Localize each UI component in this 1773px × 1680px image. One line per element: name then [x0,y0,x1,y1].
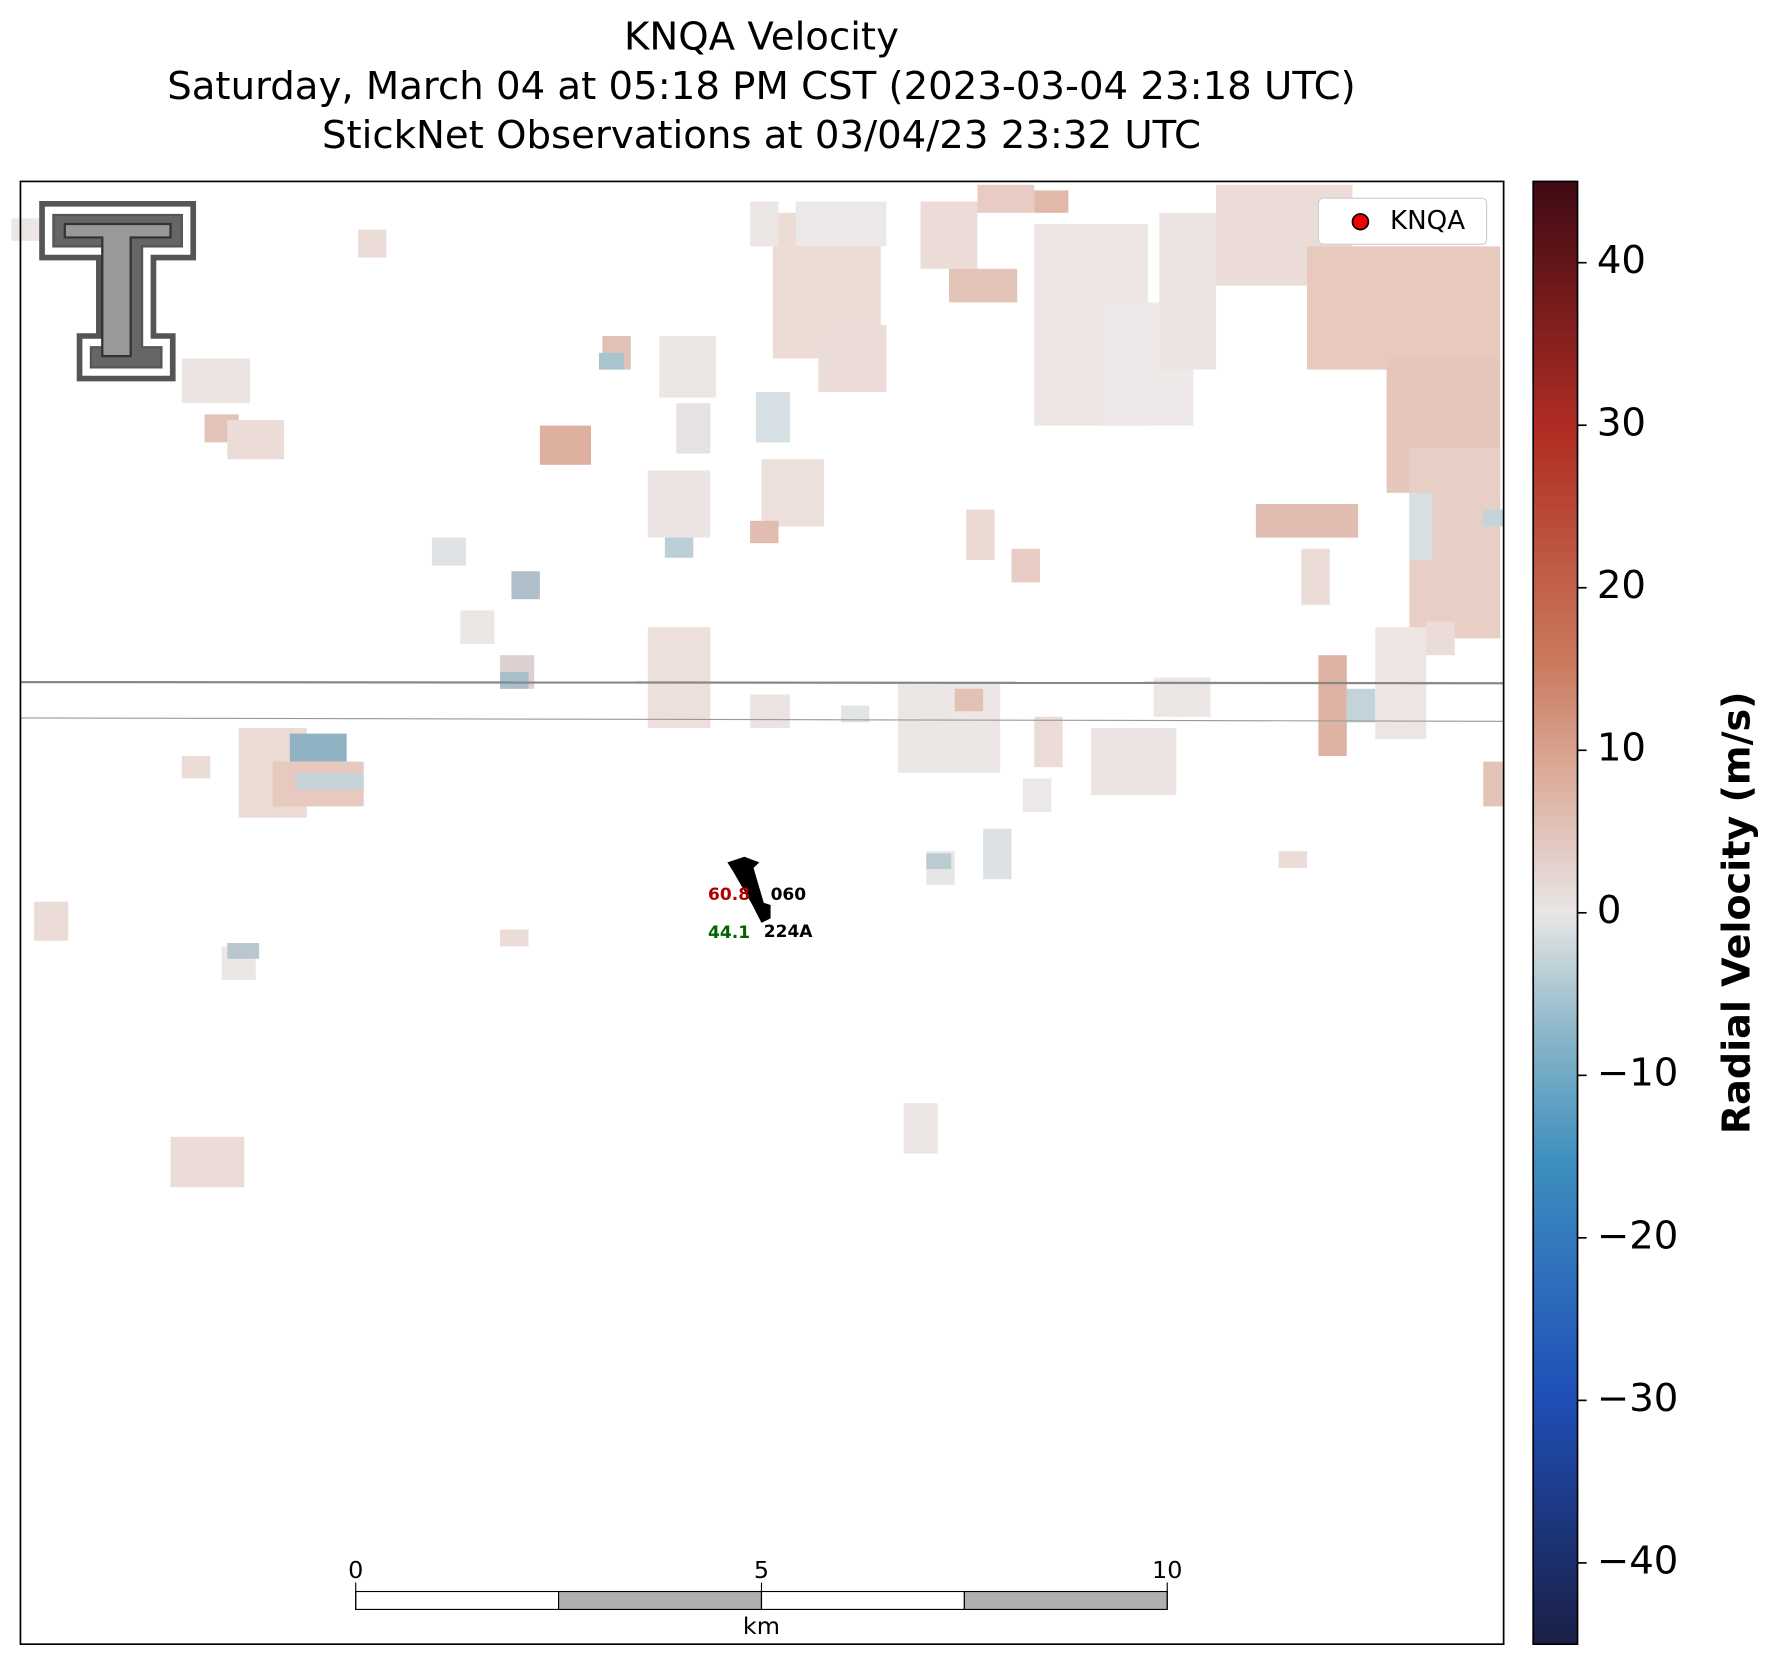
radar-pixel [500,672,529,689]
temperature: 60.8 [708,884,750,904]
radar-pixel [966,509,995,560]
colorbar-tick-label: 10 [1597,726,1646,771]
radar-pixel [1307,246,1501,370]
radar-pixel [977,184,1035,213]
colorbar-tick-label: −20 [1597,1214,1679,1259]
station-id: 224A [764,921,813,941]
radar-pixel [1278,851,1308,868]
map-frame [19,180,1505,1645]
radar-pixel [1153,677,1211,717]
radar-pixel [11,218,40,241]
radar-pixel [750,694,790,728]
legend-label: KNQA [1390,206,1465,236]
colorbar-tick-label: 20 [1597,563,1646,608]
radar-pixel [926,853,952,870]
scalebar-segment [963,1590,1168,1611]
radar-pixel [289,733,347,762]
radar-pixel [511,571,540,600]
radar-pixel [1091,728,1177,796]
radar-pixel [897,683,1001,773]
boundary-line [20,717,1504,722]
station-plot: 60.8 060 44.1 224A [708,856,813,942]
radar-pixel [181,756,211,779]
boundary-line [20,680,1504,685]
radar-pixel [1159,212,1217,370]
radar-pixel [1426,621,1455,656]
radar-pixel [181,358,251,404]
radar-pixel [227,943,260,959]
radar-pixel [598,352,624,370]
radar-pixel [460,610,495,644]
scalebar-tick-label: 0 [348,1556,363,1584]
radar-pixel [1022,778,1052,812]
logo [39,201,197,382]
scalebar-tick-label: 5 [754,1556,769,1584]
radar-pixel [647,470,711,538]
colorbar-tick-label: −40 [1597,1539,1679,1584]
radar-pixel [949,268,1018,303]
scalebar: 0 5 10 [348,1556,1182,1611]
radar-pixel [1318,655,1347,756]
radar-pixel [1034,716,1063,768]
radar-pixel [170,1136,245,1188]
radar-pixel [676,403,711,454]
wind-direction: 060 [771,884,807,904]
radar-pixel [500,929,529,947]
radar-pixel [1034,190,1069,213]
scalebar-tick-label: 10 [1152,1556,1182,1584]
colorbar-label: Radial Velocity (m/s) [1714,691,1759,1134]
title-line: Saturday, March 04 at 05:18 PM CST (2023… [167,64,1355,109]
colorbar-tick-label: 30 [1597,401,1646,446]
radar-layer [11,184,1504,1188]
radar-pixel [647,627,711,728]
legend-box [1317,197,1488,245]
legend-marker [1351,213,1370,231]
radar-pixel [761,459,824,527]
radar-pixel [664,537,694,558]
radar-pixel [34,901,69,941]
title-line: StickNet Observations at 03/04/23 23:32 … [322,113,1201,158]
scalebar-segment [355,1590,560,1611]
radar-pixel [1255,504,1359,538]
radar-pixel [1483,761,1504,807]
scalebar-segment [558,1590,763,1611]
colorbar-tick-label: −30 [1597,1376,1679,1421]
title-line: KNQA Velocity [624,15,899,60]
radar-pixel [431,537,466,566]
radar-pixel [841,705,870,723]
colorbar-tick-label: 40 [1597,238,1646,283]
radar-pixel [795,201,887,247]
radar-pixel [1409,492,1433,560]
radar-pixel [659,336,717,398]
radar-pixel [295,772,364,790]
colorbar-tick-label: 0 [1597,888,1622,933]
dewpoint: 44.1 [708,922,750,942]
radar-pixel [358,229,387,258]
radar-pixel [750,520,779,544]
radar-pixel [755,392,790,443]
radar-pixel [903,1103,938,1154]
scalebar-segment [760,1590,965,1611]
radar-pixel [920,201,978,269]
radar-pixel [539,425,591,465]
radar-pixel [1301,548,1330,605]
radar-pixel [818,324,887,392]
scalebar-unit: km [743,1612,780,1640]
colorbar [1533,181,1578,1645]
radar-pixel [1346,688,1376,723]
wind-barb [727,856,771,923]
radar-pixel [227,420,285,460]
radar-pixel [954,688,984,712]
legend: KNQA [1317,197,1488,245]
radar-pixel [983,828,1012,880]
radar-pixel [750,201,779,247]
radar-pixel [1483,509,1504,527]
radar-pixel [1011,548,1040,583]
colorbar-tick-label: −10 [1597,1051,1679,1096]
